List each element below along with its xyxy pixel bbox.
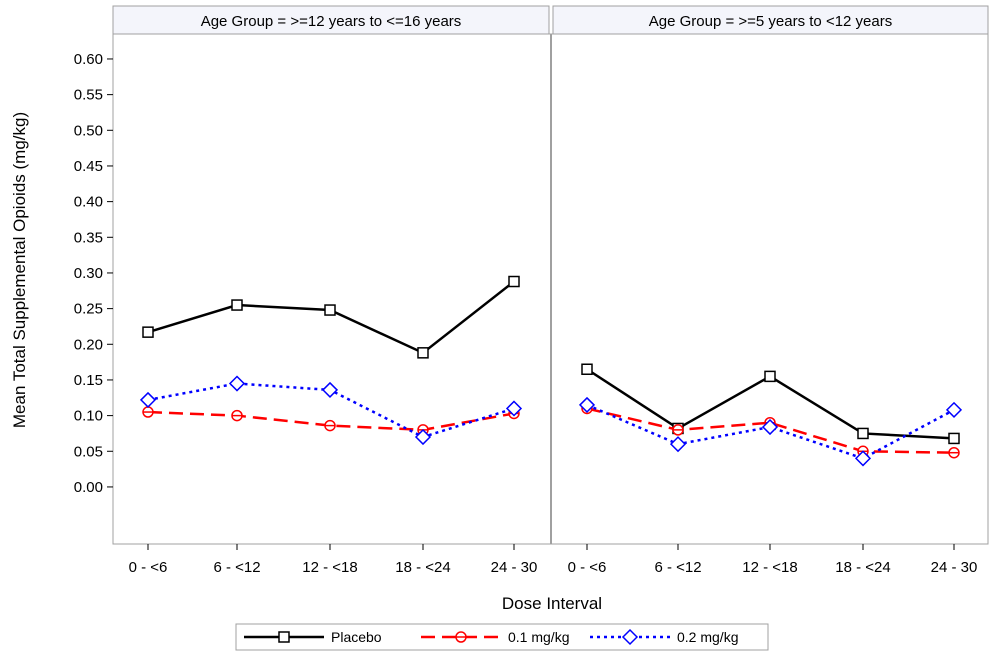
x-tick-label: 24 - 30 bbox=[491, 559, 538, 576]
y-tick-label: 0.00 bbox=[74, 479, 103, 496]
data-point bbox=[414, 428, 432, 446]
data-point bbox=[508, 275, 520, 288]
legend-marker bbox=[621, 628, 639, 646]
x-axis-title: Dose Interval bbox=[502, 594, 602, 613]
data-point bbox=[578, 396, 596, 413]
y-tick-label: 0.05 bbox=[74, 443, 103, 460]
data-point bbox=[231, 409, 243, 422]
x-tick-label: 18 - <24 bbox=[395, 559, 450, 576]
data-point bbox=[142, 406, 154, 418]
data-point bbox=[945, 401, 963, 418]
series-placebo-panel-1 bbox=[142, 275, 520, 359]
legend-marker bbox=[278, 631, 290, 643]
series-0-2-mg-kg-panel-2 bbox=[578, 396, 963, 467]
legend-item: 0.2 mg/kg bbox=[590, 628, 738, 646]
x-tick-label: 0 - <6 bbox=[129, 559, 168, 576]
y-tick-label: 0.40 bbox=[74, 194, 103, 211]
data-point bbox=[948, 432, 960, 445]
y-tick-label: 0.45 bbox=[74, 158, 103, 175]
data-point bbox=[581, 363, 593, 375]
legend-label: 0.2 mg/kg bbox=[677, 629, 738, 645]
y-tick-label: 0.10 bbox=[74, 408, 103, 425]
x-tick-label: 0 - <6 bbox=[568, 559, 607, 576]
data-point bbox=[672, 424, 684, 436]
legend-label: 0.1 mg/kg bbox=[508, 629, 569, 645]
y-tick-label: 0.15 bbox=[74, 372, 103, 389]
y-axis-title: Mean Total Supplemental Opioids (mg/kg) bbox=[10, 112, 29, 428]
x-tick-label: 6 - <12 bbox=[213, 559, 260, 576]
data-point bbox=[854, 450, 872, 467]
legend-box bbox=[235, 623, 769, 651]
x-tick-label: 24 - 30 bbox=[931, 559, 978, 576]
y-tick-label: 0.60 bbox=[74, 51, 103, 68]
series-0-2-mg-kg-panel-1 bbox=[139, 375, 523, 446]
plot-frame bbox=[112, 33, 989, 545]
data-point bbox=[417, 347, 429, 359]
data-point bbox=[669, 436, 687, 453]
data-point bbox=[321, 381, 339, 398]
data-point bbox=[231, 299, 243, 311]
panel-header-2 bbox=[552, 5, 989, 35]
x-tick-label: 6 - <12 bbox=[654, 559, 701, 576]
data-point bbox=[857, 427, 869, 440]
x-tick-label: 12 - <18 bbox=[742, 559, 797, 576]
x-tick-label: 12 - <18 bbox=[302, 559, 357, 576]
data-point bbox=[139, 391, 157, 408]
panel-headers: Age Group = >=12 years to <=16 years Age … bbox=[112, 5, 989, 35]
y-axis: 0.00 0.05 0.10 0.15 0.20 0.25 0.30 0.35 0.40 0.45… bbox=[74, 51, 113, 496]
x-axis: 0 - <6 6 - <12 12 - <18 18 - <24 24 - 30 0 - … bbox=[129, 544, 978, 576]
data-point bbox=[505, 400, 523, 417]
legend-item: Placebo bbox=[244, 629, 382, 645]
series-0-1-mg-kg-panel-1 bbox=[142, 406, 520, 436]
panel-title-2: Age Group = >=5 years to <12 years bbox=[649, 13, 893, 30]
series-line bbox=[147, 410, 515, 432]
y-tick-label: 0.25 bbox=[74, 301, 103, 318]
y-tick-label: 0.50 bbox=[74, 122, 103, 139]
panel-title-1: Age Group = >=12 years to <=16 years bbox=[201, 13, 462, 30]
y-tick-label: 0.20 bbox=[74, 336, 103, 353]
data-point bbox=[764, 370, 776, 383]
y-tick-label: 0.35 bbox=[74, 229, 103, 246]
data-point bbox=[761, 418, 779, 436]
series-layer bbox=[139, 275, 963, 467]
series-line bbox=[147, 280, 515, 355]
legend-marker bbox=[455, 631, 467, 643]
data-point bbox=[324, 419, 336, 432]
y-tick-label: 0.30 bbox=[74, 265, 103, 282]
legend-label: Placebo bbox=[331, 629, 382, 645]
data-point bbox=[228, 375, 246, 392]
legend-item: 0.1 mg/kg bbox=[421, 629, 569, 645]
legend: Placebo 0.1 mg/kg 0.2 mg/kg bbox=[235, 623, 769, 651]
x-tick-label: 18 - <24 bbox=[835, 559, 890, 576]
data-point bbox=[142, 326, 154, 338]
data-point bbox=[948, 446, 960, 459]
panel-header-1 bbox=[112, 5, 550, 35]
data-point bbox=[324, 304, 336, 316]
y-tick-label: 0.55 bbox=[74, 87, 103, 104]
